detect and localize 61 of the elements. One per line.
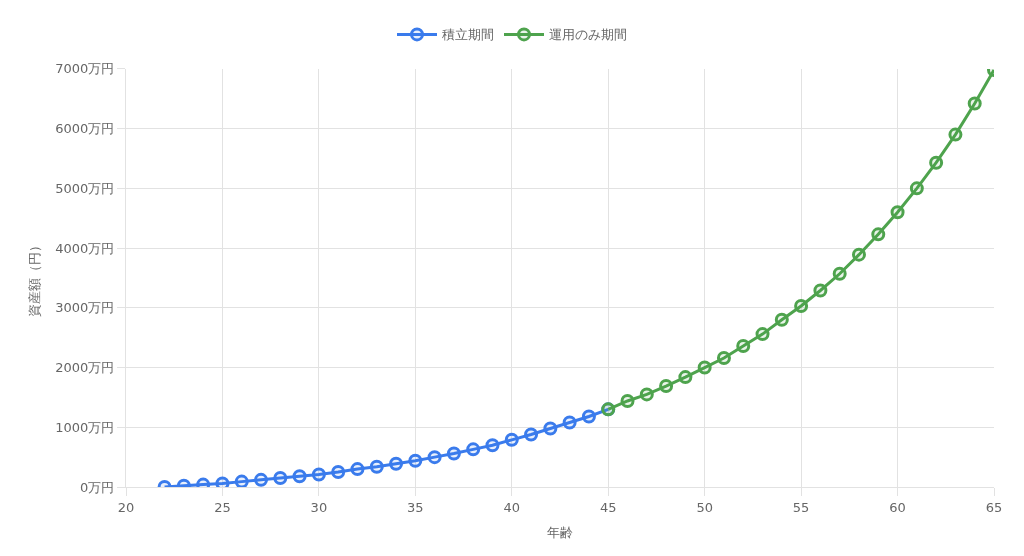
x-tick-label: 25 — [214, 499, 231, 515]
point — [254, 472, 269, 487]
point — [716, 350, 731, 365]
x-tick-label: 45 — [599, 499, 617, 515]
y-tick-label: 7000万円 — [55, 61, 115, 77]
point — [350, 462, 365, 477]
point — [851, 247, 866, 262]
x-tick-label: 30 — [310, 499, 328, 515]
point — [794, 299, 809, 314]
point — [427, 450, 442, 465]
point — [273, 471, 288, 486]
point — [678, 370, 693, 385]
point — [948, 127, 963, 142]
point — [389, 456, 404, 471]
x-tick-label: 65 — [985, 499, 1003, 515]
point — [967, 96, 982, 111]
legend-label: 積立期間 — [442, 27, 494, 43]
point — [369, 459, 384, 474]
y-tick-label: 5000万円 — [55, 180, 115, 196]
x-axis-title: 年齢 — [547, 525, 573, 541]
x-tick-label: 35 — [407, 499, 424, 515]
point — [774, 312, 789, 327]
point — [543, 421, 558, 436]
point — [292, 469, 307, 484]
y-tick-label: 0万円 — [80, 479, 115, 495]
point — [832, 266, 847, 281]
point — [466, 442, 481, 457]
point — [215, 476, 230, 487]
legend-label: 運用のみ期間 — [549, 27, 627, 43]
x-tick-label: 20 — [117, 499, 135, 515]
point — [890, 205, 905, 220]
point — [697, 360, 712, 375]
point — [408, 453, 423, 468]
x-tick-label: 60 — [889, 499, 906, 515]
point — [504, 432, 519, 447]
point — [234, 474, 249, 487]
point — [581, 409, 596, 424]
y-tick-label: 4000万円 — [55, 240, 115, 256]
point — [755, 327, 770, 342]
point — [909, 181, 924, 196]
y-tick-label: 6000万円 — [55, 121, 115, 137]
point — [813, 283, 828, 298]
point — [929, 155, 944, 170]
x-tick-label: 55 — [792, 499, 810, 515]
y-tick-label: 2000万円 — [55, 360, 115, 376]
y-axis-title: 資産額（円） — [27, 238, 43, 317]
point — [562, 415, 577, 430]
point — [639, 387, 654, 402]
point — [485, 438, 500, 453]
point — [331, 465, 346, 480]
y-tick-label: 3000万円 — [55, 300, 115, 316]
x-tick-label: 40 — [503, 499, 521, 515]
y-tick-label: 1000万円 — [55, 419, 115, 435]
point — [311, 467, 326, 482]
point — [524, 427, 539, 442]
point — [620, 393, 635, 408]
point — [871, 227, 886, 242]
point — [446, 446, 461, 461]
x-tick-label: 50 — [696, 499, 713, 515]
point — [659, 379, 674, 394]
point — [736, 339, 751, 354]
